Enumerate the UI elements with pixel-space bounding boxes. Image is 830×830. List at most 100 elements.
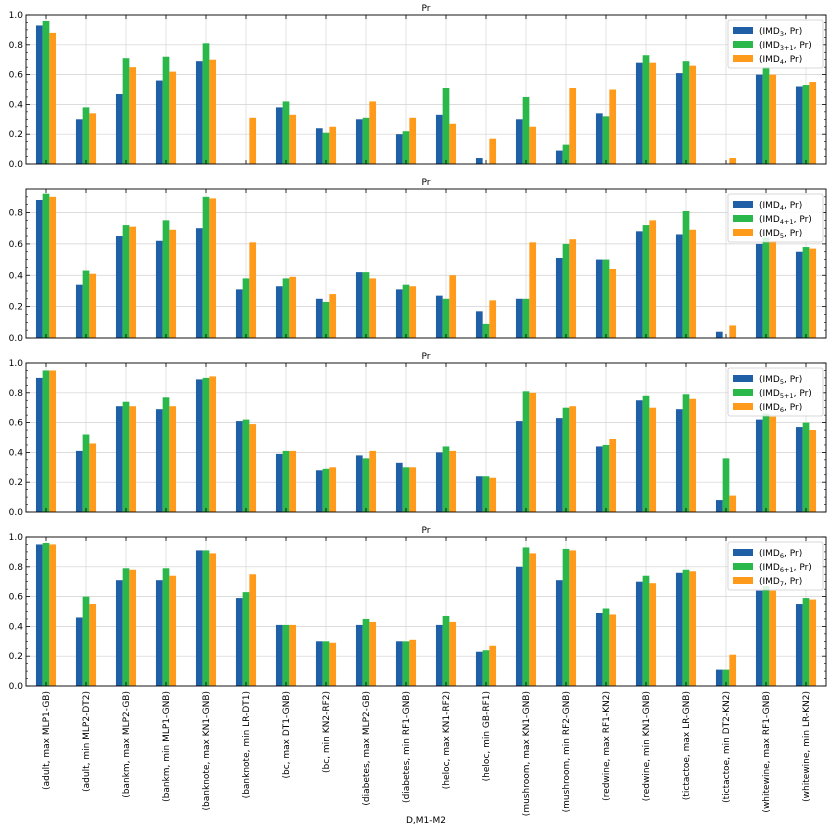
bar — [489, 477, 497, 512]
bar — [329, 126, 337, 164]
bar — [282, 450, 290, 512]
bar — [275, 624, 283, 686]
bar — [609, 268, 617, 338]
legend-swatch — [733, 41, 753, 48]
bar — [755, 243, 763, 338]
y-tick-label: 0.2 — [9, 130, 23, 140]
bar — [202, 43, 210, 165]
bar — [155, 580, 163, 686]
bar — [515, 298, 523, 338]
bar — [315, 641, 323, 686]
bar — [682, 394, 690, 512]
bar — [729, 158, 737, 164]
panel-title: Pr — [422, 178, 431, 188]
x-tick-label: (tictactoe, min DT2-KN2) — [722, 691, 732, 803]
legend-label: (IMD4, Pr) — [759, 55, 802, 66]
bar — [755, 419, 763, 512]
bar — [209, 376, 217, 512]
bar — [289, 114, 297, 164]
bar — [42, 193, 50, 338]
bar — [362, 618, 370, 686]
bar — [809, 82, 817, 164]
x-tick-label: (banknote, min LR-DT1) — [242, 691, 252, 798]
bar — [195, 379, 203, 512]
bar — [369, 278, 377, 338]
bar — [322, 468, 330, 512]
bar — [289, 450, 297, 512]
x-tick-label: (tictactoe, max LR-GNB) — [682, 691, 692, 800]
y-tick-label: 0.8 — [9, 41, 24, 51]
bar — [122, 58, 130, 164]
legend-swatch — [733, 215, 753, 222]
bar — [275, 453, 283, 512]
y-tick-label: 1.0 — [9, 533, 24, 543]
bar — [75, 450, 83, 512]
bar — [35, 377, 43, 512]
bar — [35, 544, 43, 686]
bar — [115, 580, 123, 686]
bar — [555, 418, 563, 512]
bar — [235, 289, 243, 338]
legend-swatch — [733, 403, 753, 410]
legend-swatch — [733, 549, 753, 556]
bar — [315, 298, 323, 338]
bar — [329, 294, 337, 338]
bar — [362, 272, 370, 338]
bar — [555, 258, 563, 338]
y-tick-label: 0.8 — [9, 389, 24, 399]
bar — [169, 229, 177, 338]
bar — [235, 421, 243, 512]
legend-swatch — [733, 563, 753, 570]
bar — [562, 243, 570, 338]
bar — [89, 604, 97, 686]
axes-frame — [25, 14, 827, 165]
bar — [595, 113, 603, 164]
x-tick-label: (banknote, max KN1-GNB) — [202, 691, 212, 810]
x-tick-label: (mushroom, min RF2-GNB) — [562, 691, 572, 812]
bar — [562, 407, 570, 512]
bar — [82, 270, 90, 338]
bar — [762, 67, 770, 164]
legend-swatch — [733, 577, 753, 584]
bar — [369, 621, 377, 686]
bar — [555, 580, 563, 686]
bar — [355, 455, 363, 512]
bar — [329, 467, 337, 512]
bar — [409, 117, 417, 164]
bar — [675, 73, 683, 164]
bar — [442, 446, 450, 512]
legend-label: (IMD4+1, Pr) — [759, 215, 812, 226]
bar — [209, 553, 217, 686]
x-tick-label: (heloc, max KN1-RF2) — [442, 691, 452, 789]
bar — [329, 642, 337, 686]
bar — [162, 220, 170, 338]
bar — [715, 331, 723, 338]
bar — [475, 651, 483, 686]
legend-label: (IMD3, Pr) — [759, 27, 802, 38]
bar — [635, 400, 643, 512]
y-tick-label: 0.8 — [9, 209, 24, 219]
bar — [569, 239, 577, 338]
bar — [449, 123, 457, 164]
bar — [682, 569, 690, 686]
bar — [409, 467, 417, 512]
bar — [529, 553, 537, 686]
bar — [675, 409, 683, 512]
bar — [802, 247, 810, 338]
bar — [489, 138, 497, 164]
legend-label: (IMD5+1, Pr) — [759, 389, 812, 400]
bar — [809, 599, 817, 686]
bar — [395, 134, 403, 164]
y-tick-label: 0.0 — [9, 682, 24, 692]
bar — [482, 323, 490, 338]
bar — [75, 119, 83, 164]
bar — [369, 101, 377, 164]
bar — [682, 61, 690, 164]
bar — [395, 289, 403, 338]
x-tick-label: (whitewine, min LR-KN2) — [802, 691, 812, 802]
bar — [689, 65, 697, 164]
bar — [729, 654, 737, 686]
x-axis-label: D,M1-M2 — [406, 816, 446, 826]
bar — [449, 450, 457, 512]
bar — [315, 470, 323, 512]
